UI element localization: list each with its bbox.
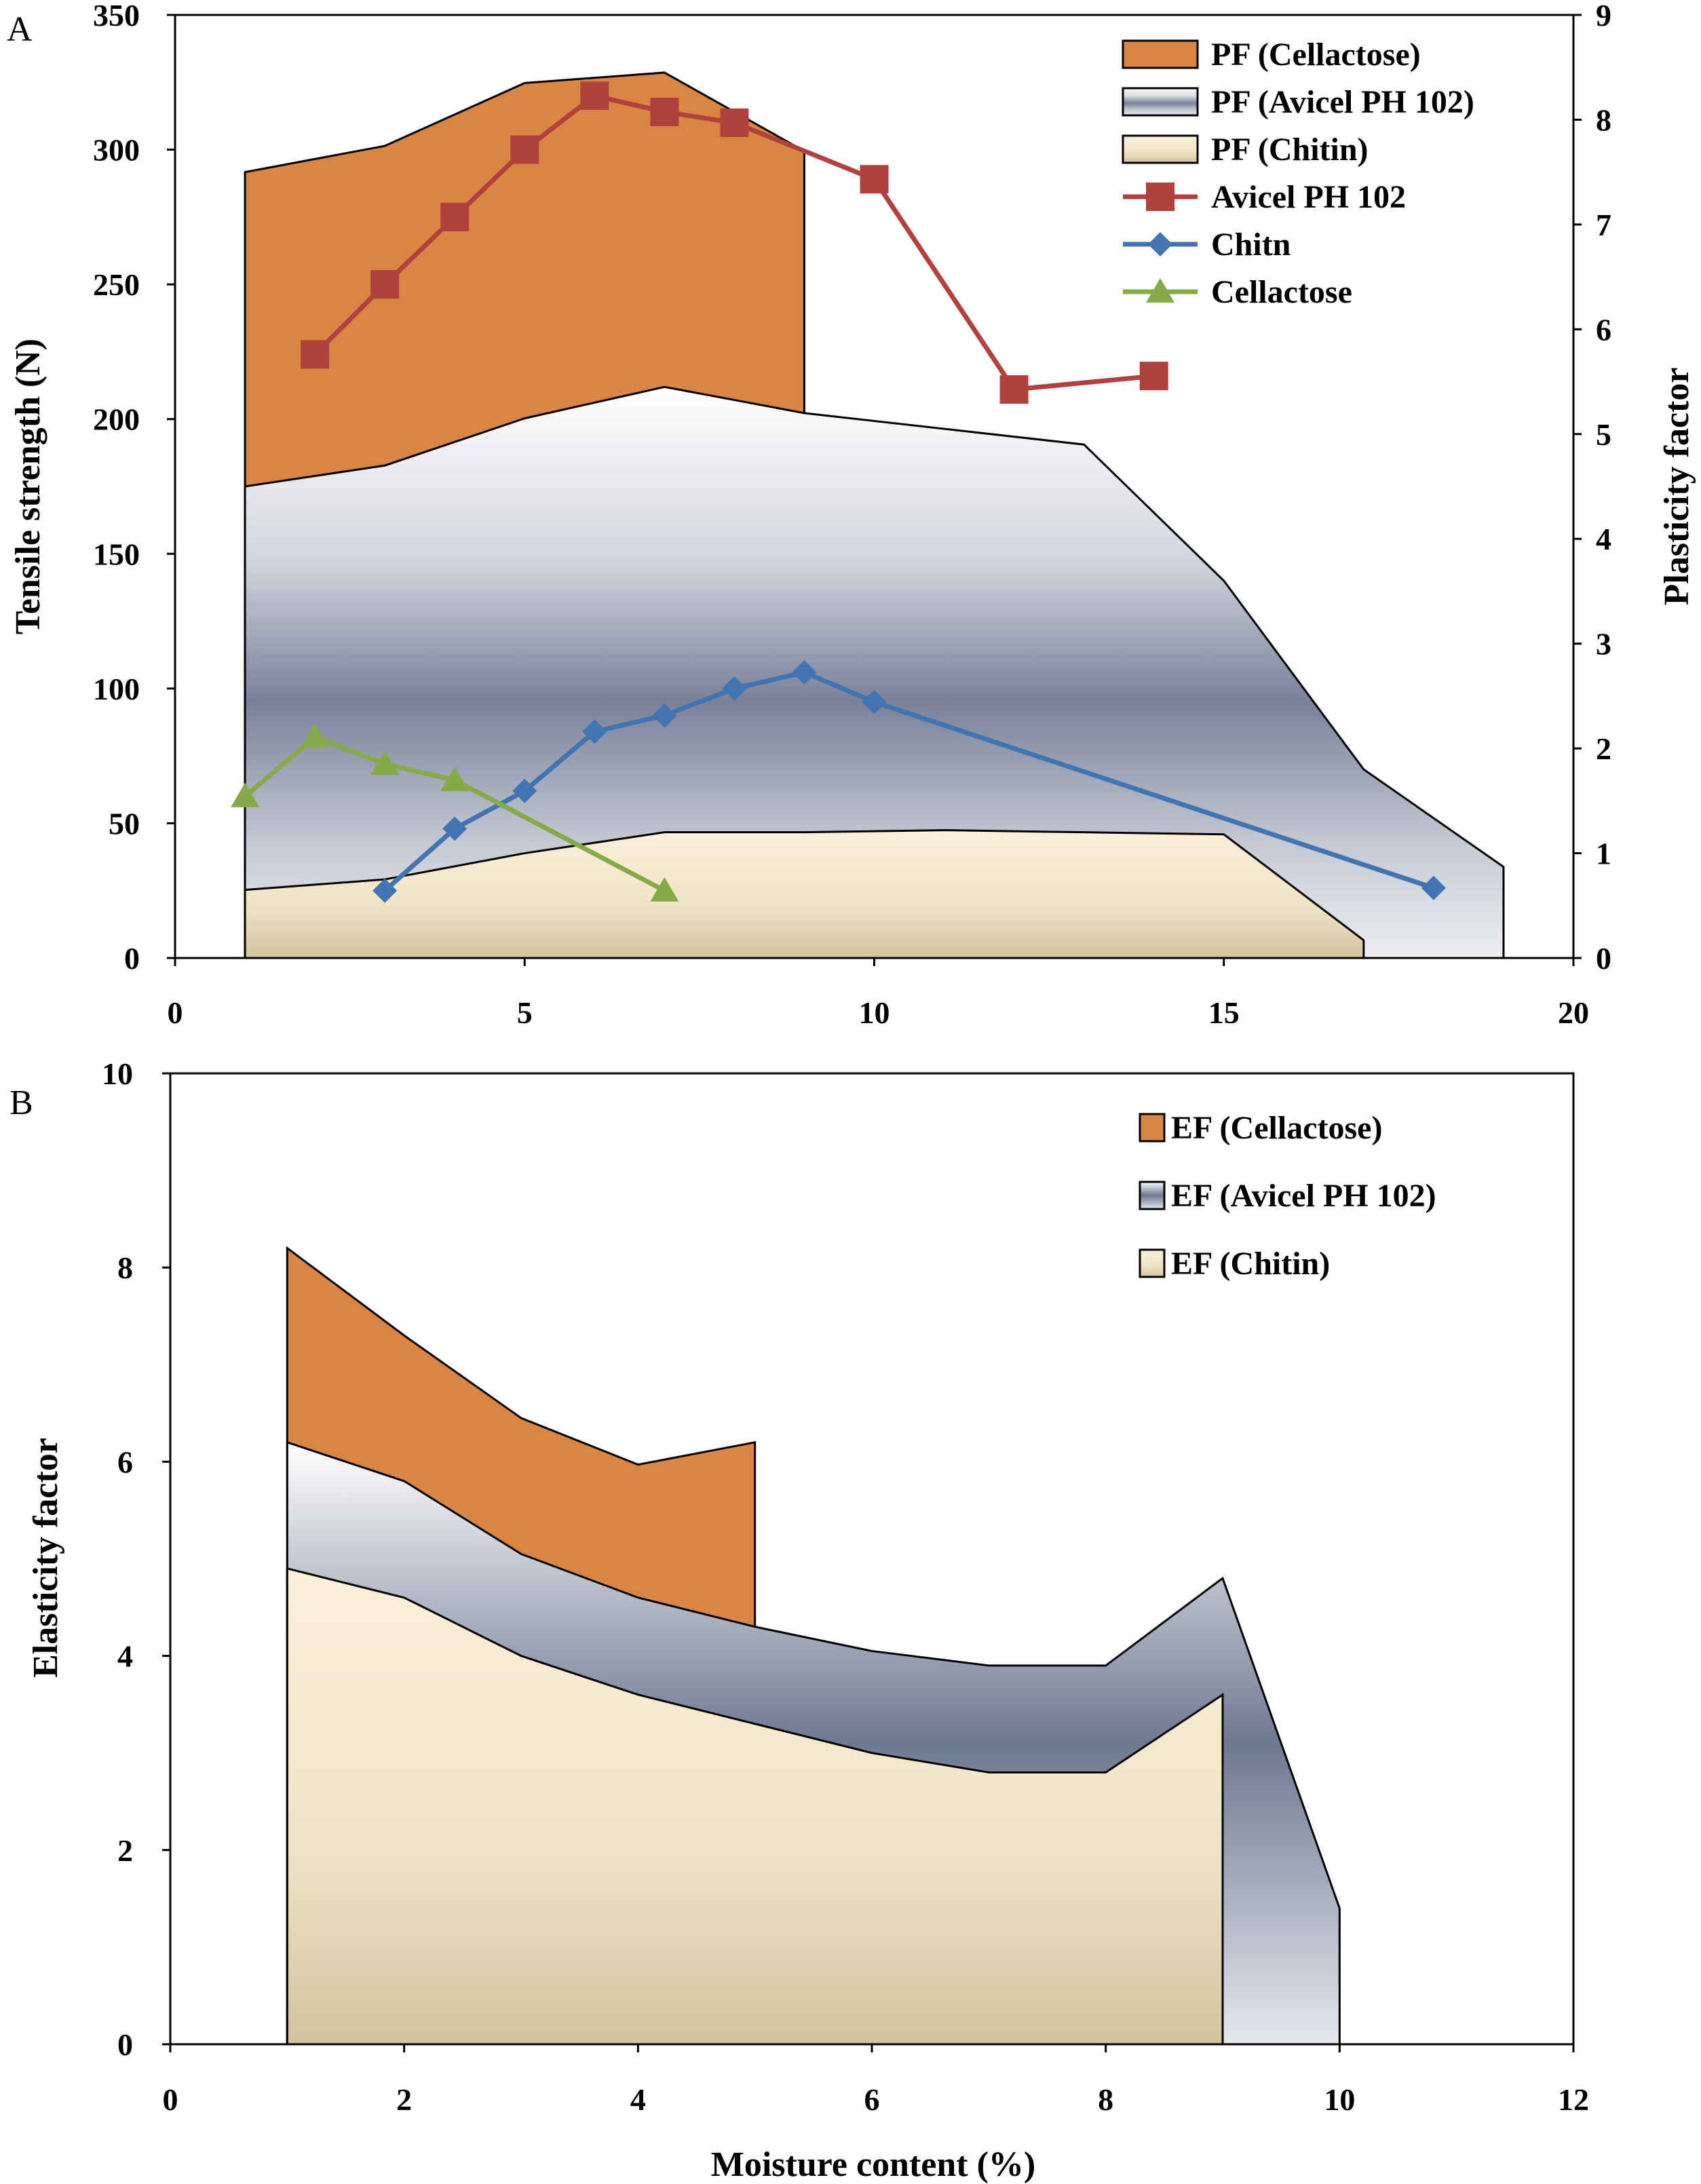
- y2-tick-label: 5: [1596, 417, 1611, 452]
- x-tick-label: 6: [864, 2082, 880, 2117]
- x-tick-label: 10: [1324, 2082, 1355, 2117]
- legend-label-ef-chitin: EF (Chitin): [1171, 1246, 1330, 1282]
- x-tick-label: 10: [859, 995, 890, 1030]
- y-tick-label: 0: [124, 941, 140, 976]
- legend-label-ef-avicel-ph-102: EF (Avicel PH 102): [1171, 1178, 1436, 1214]
- y-tick-label: 150: [93, 537, 140, 571]
- marker-chitn: [442, 816, 467, 841]
- legend-marker-avicel-ph-102: [1146, 183, 1174, 211]
- y-tick-label: 50: [109, 806, 140, 841]
- marker-avicel-ph-102: [370, 270, 400, 299]
- panel-b-xlabel: Moisture content (%): [711, 2145, 1036, 2184]
- marker-cellactose: [650, 877, 679, 902]
- y-tick-label: 350: [93, 0, 140, 33]
- y2-tick-label: 9: [1596, 0, 1611, 33]
- x-tick-label: 20: [1558, 995, 1589, 1030]
- x-tick-label: 12: [1558, 2082, 1589, 2117]
- panel-b-legend: EF (Cellactose) EF (Avicel PH 102) EF (Chi…: [1139, 1110, 1436, 1282]
- y-tick-label: 6: [117, 1444, 133, 1479]
- area-ef-chitin: [286, 1567, 1224, 2046]
- x-tick-label: 0: [168, 995, 183, 1030]
- marker-chitn: [652, 703, 677, 728]
- panel-b-axes: 0 2 4 6 8 10 12 0 2 4 6 8 10: [102, 1056, 1589, 2117]
- y2-tick-label: 8: [1596, 102, 1611, 137]
- y2-tick-label: 7: [1596, 208, 1611, 242]
- y2-tick-label: 3: [1596, 627, 1611, 662]
- panel-a-lines: [231, 81, 1446, 903]
- y-tick-label: 0: [117, 2027, 133, 2062]
- y-tick-label: 4: [117, 1639, 133, 1674]
- panel-a-ylabel: Tensile strength (N): [9, 339, 47, 634]
- marker-avicel-ph-102: [650, 97, 679, 126]
- marker-cellactose: [370, 750, 400, 775]
- x-tick-label: 4: [630, 2082, 646, 2117]
- y2-tick-label: 2: [1596, 731, 1611, 766]
- y2-tick-label: 0: [1596, 941, 1611, 976]
- x-tick-label: 5: [517, 995, 533, 1030]
- marker-avicel-ph-102: [510, 135, 539, 164]
- legend-swatch-pf-cellactose: [1122, 39, 1199, 69]
- panel-b: B 0 2 4 6 8 10 12 0 2 4 6 8 10 Elasticity factor Moi…: [9, 1056, 1589, 2184]
- marker-chitn: [722, 676, 747, 701]
- marker-avicel-ph-102: [999, 375, 1029, 404]
- legend-label-avicel-ph-102: Avicel PH 102: [1211, 179, 1406, 215]
- y-tick-label: 200: [93, 402, 140, 437]
- legend-label-pf-chitin: PF (Chitin): [1211, 132, 1369, 168]
- legend-swatch-ef-avicel-ph-102: [1139, 1181, 1166, 1210]
- panel-b-label: B: [9, 1084, 33, 1122]
- legend-swatch-ef-cellactose: [1139, 1113, 1166, 1143]
- legend-swatch-pf-avicel-ph-102: [1122, 87, 1199, 117]
- legend-marker-cellactose: [1146, 278, 1174, 303]
- x-tick-label: 2: [396, 2082, 412, 2117]
- marker-chitn: [582, 719, 607, 744]
- y2-tick-label: 4: [1596, 522, 1611, 556]
- x-tick-label: 0: [163, 2082, 178, 2117]
- marker-avicel-ph-102: [720, 108, 749, 137]
- marker-avicel-ph-102: [1139, 362, 1168, 391]
- area-pf-avicel-ph-102: [244, 385, 1505, 959]
- y-tick-label: 8: [117, 1250, 133, 1285]
- y-tick-label: 250: [93, 267, 140, 302]
- y-tick-label: 100: [93, 672, 140, 706]
- legend-swatch-ef-chitin: [1139, 1248, 1166, 1278]
- legend-marker-chitn: [1148, 232, 1172, 256]
- marker-cellactose: [440, 766, 470, 791]
- marker-chitn: [1421, 875, 1446, 900]
- marker-chitn: [792, 660, 817, 685]
- legend-label-chitn: Chitn: [1211, 227, 1291, 263]
- y2-tick-label: 6: [1596, 312, 1611, 347]
- y-tick-label: 300: [93, 133, 140, 168]
- marker-chitn: [372, 878, 398, 903]
- marker-cellactose: [231, 782, 260, 807]
- panel-a-legend: PF (Cellactose) PF (Avicel PH 102) PF (Chi…: [1122, 37, 1474, 310]
- legend-label-ef-cellactose: EF (Cellactose): [1171, 1110, 1382, 1146]
- x-tick-label: 8: [1098, 2082, 1113, 2117]
- y2-tick-label: 1: [1596, 837, 1611, 871]
- marker-avicel-ph-102: [860, 165, 889, 194]
- series-line-avicel-ph-102: [313, 93, 1155, 392]
- marker-chitn: [512, 778, 537, 803]
- marker-avicel-ph-102: [301, 340, 330, 369]
- marker-avicel-ph-102: [440, 202, 470, 231]
- panel-a: A 0 5 10 15 20050100150200250300350012345678…: [7, 0, 1696, 1030]
- marker-cellactose: [301, 723, 330, 748]
- marker-avicel-ph-102: [580, 81, 609, 111]
- legend-swatch-pf-chitin: [1122, 134, 1199, 164]
- legend-label-pf-cellactose: PF (Cellactose): [1211, 37, 1421, 73]
- marker-chitn: [862, 689, 887, 714]
- area-pf-chitin: [244, 829, 1365, 959]
- panel-a-label: A: [7, 10, 33, 49]
- legend-label-pf-avicel-ph-102: PF (Avicel PH 102): [1211, 84, 1474, 120]
- y-tick-label: 2: [117, 1833, 133, 1868]
- panel-b-areas: [286, 1246, 1341, 2046]
- y-tick-label: 10: [102, 1056, 133, 1091]
- legend-label-cellactose: Cellactose: [1211, 274, 1352, 310]
- panel-b-ylabel: Elasticity factor: [26, 1438, 65, 1678]
- x-tick-label: 15: [1208, 995, 1240, 1030]
- panel-a-y2label: Plasticity factor: [1658, 368, 1696, 606]
